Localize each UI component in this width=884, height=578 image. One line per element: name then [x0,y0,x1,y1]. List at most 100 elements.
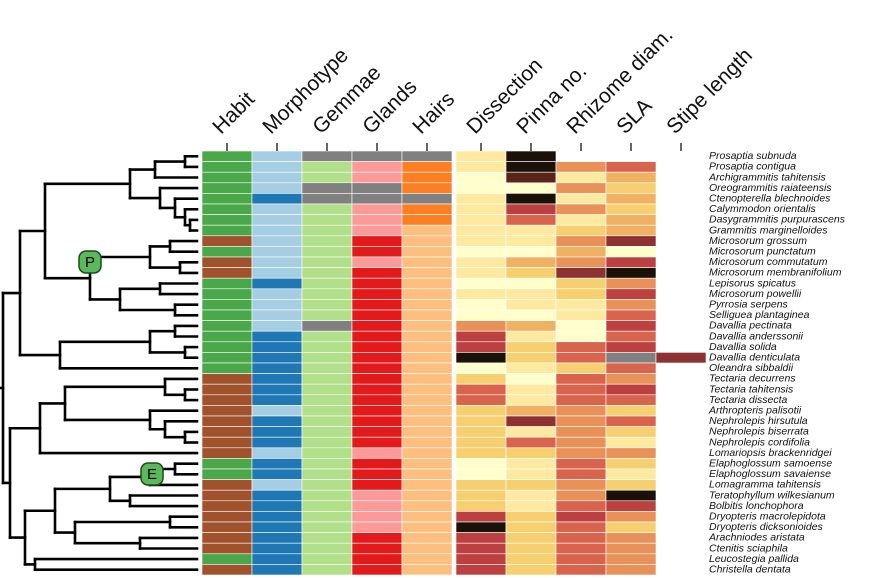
cell [301,214,353,226]
species-label: Dryopteris dicksonioides [709,521,824,533]
cell [555,553,607,565]
cell [351,161,403,173]
cell [605,214,657,226]
cell [301,256,353,268]
cell [401,161,453,173]
cell [455,468,507,480]
cell [351,182,403,194]
cell [605,320,657,332]
cell [401,426,453,438]
cell [401,564,453,576]
cell [351,447,403,459]
cell [351,564,403,576]
cell [251,277,303,290]
cell [605,352,657,364]
cell [201,394,253,406]
cell [401,193,453,205]
cell [455,161,507,173]
cell [555,362,607,374]
cell [505,288,557,300]
species-label: Microsorum membranifolium [709,267,842,279]
species-label: Prosaptia contigua [709,161,796,173]
species-label: Nephrolepis cordifolia [709,436,810,448]
species-label: Tectaria dissecta [709,394,788,406]
cell [505,267,557,279]
cell [301,182,353,194]
cell [605,479,657,491]
cell [251,267,303,279]
cell [401,458,453,470]
cell [401,182,453,194]
cell [251,436,303,449]
cell [555,405,607,417]
cell [555,521,607,533]
cell [505,330,557,343]
cell [605,171,657,184]
cell [555,511,607,523]
cell [555,320,607,332]
cell [301,383,353,396]
cell [351,171,403,184]
cell [251,320,303,332]
cell [351,320,403,332]
species-label: Selliguea plantaginea [709,309,810,321]
species-label: Tectaria tahitensis [709,383,794,395]
cell [455,394,507,406]
cell [455,447,507,459]
cell [201,564,253,576]
cell [351,532,403,544]
cell [605,182,657,194]
species-label: Oleandra sibbaldii [709,362,794,374]
cell [455,330,507,343]
cell [605,500,657,512]
cell [555,373,607,385]
cell [655,352,707,364]
cell [455,267,507,279]
cell [605,521,657,533]
cell [351,458,403,470]
cell [301,394,353,406]
cell [605,394,657,406]
cell [251,521,303,533]
cell [455,521,507,533]
cell [251,256,303,268]
cell [301,468,353,480]
cell [201,161,253,173]
cell [605,436,657,449]
cell [351,426,403,438]
cell [605,362,657,374]
species-label: Elaphoglossum savaiense [709,468,831,480]
cell [555,182,607,194]
cell [201,203,253,215]
cell [401,352,453,364]
cell [401,468,453,480]
cell [555,352,607,364]
cell [455,246,507,258]
cell [401,511,453,523]
cell [455,542,507,555]
cell [251,383,303,396]
cell [351,394,403,406]
cell [301,373,353,385]
cell [351,489,403,502]
cell [605,383,657,396]
cell [455,203,507,215]
cell [455,458,507,470]
cell [455,436,507,449]
cell [555,426,607,438]
species-label: Pyrrosia serpens [709,298,789,310]
cell [455,224,507,237]
cell [301,246,353,258]
cell [605,532,657,544]
cell [201,330,253,343]
cell [455,352,507,364]
cell [455,383,507,396]
species-label: Arachniodes aristata [708,532,805,544]
cell [251,511,303,523]
cell [351,553,403,565]
cell [505,373,557,385]
cell [201,373,253,385]
species-label: Christella dentata [709,563,791,575]
cell [505,383,557,396]
